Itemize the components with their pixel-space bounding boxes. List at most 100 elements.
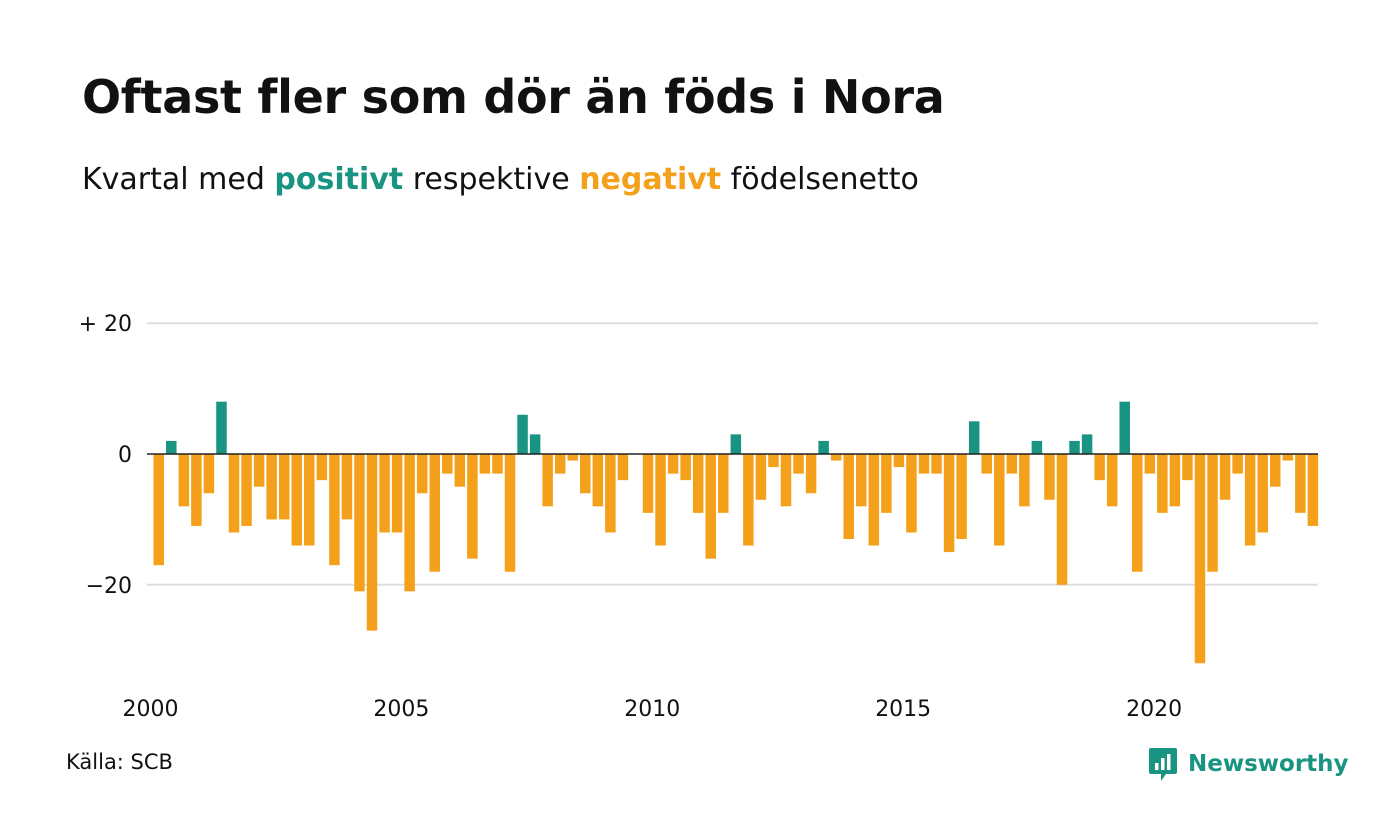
bar-2007-q3	[529, 434, 541, 454]
gridlines	[147, 322, 1318, 586]
x-tick-label: 2010	[624, 697, 680, 722]
chart-subtitle: Kvartal med positivt respektive negativt…	[82, 162, 919, 197]
bar-2006-q4	[492, 454, 503, 474]
bar-2011-q3	[730, 434, 742, 454]
bar-2015-q4	[943, 454, 955, 553]
bar-2016-q1	[956, 454, 967, 540]
y-tick-label: −20	[86, 574, 132, 599]
bar-2017-q1	[1006, 454, 1018, 474]
bar-2008-q4	[592, 454, 604, 507]
bar-2013-q2	[818, 440, 829, 454]
bar-2012-q3	[780, 454, 792, 507]
subtitle-negative: negativt	[579, 162, 722, 197]
y-tick-label: 0	[118, 443, 132, 468]
bar-2002-q2	[266, 454, 277, 520]
bar-2017-q4	[1044, 454, 1055, 500]
chart-title: Oftast fler som dör än föds i Nora	[82, 70, 945, 124]
bar-2021-q3	[1232, 454, 1243, 474]
bar-2012-q4	[793, 454, 804, 474]
bar-2010-q2	[667, 454, 679, 474]
bar-2008-q1	[554, 454, 566, 474]
bar-2016-q3	[981, 454, 992, 474]
bar-2011-q2	[718, 454, 729, 513]
bar-2005-q4	[442, 454, 453, 474]
bar-2000-q1	[153, 454, 164, 566]
bar-2022-q3	[1282, 454, 1294, 461]
bar-2003-q3	[329, 454, 340, 566]
bar-2001-q4	[241, 454, 252, 526]
bar-2014-q1	[856, 454, 867, 507]
bar-2004-q2	[366, 454, 378, 631]
bar-2007-q2	[517, 414, 528, 454]
bar-2008-q2	[567, 454, 578, 461]
bar-2009-q1	[605, 454, 616, 533]
bar-2018-q1	[1056, 454, 1068, 585]
logo-text: Newsworthy	[1188, 751, 1349, 777]
bar-2014-q4	[893, 454, 905, 468]
bar-2021-q1	[1207, 454, 1218, 572]
bar-2015-q3	[931, 454, 942, 474]
newsworthy-logo-icon	[1149, 748, 1177, 781]
bar-2006-q3	[479, 454, 491, 474]
bar-2004-q3	[379, 454, 390, 533]
bar-2022-q1	[1257, 454, 1268, 533]
bar-2014-q2	[868, 454, 880, 546]
bar-2016-q4	[994, 454, 1005, 546]
bar-2010-q1	[655, 454, 666, 546]
bar-2013-q4	[843, 454, 854, 540]
bar-2012-q2	[768, 454, 779, 468]
bar-2002-q3	[278, 454, 290, 520]
bar-2020-q1	[1157, 454, 1168, 513]
x-tick-label: 2000	[123, 697, 179, 722]
subtitle-suffix: födelsenetto	[721, 162, 919, 197]
bar-2013-q3	[830, 454, 842, 461]
bar-2008-q3	[580, 454, 591, 494]
bar-2003-q4	[341, 454, 353, 520]
bar-2012-q1	[755, 454, 767, 500]
bar-2011-q4	[743, 454, 754, 546]
bar-2014-q3	[881, 454, 892, 513]
source-note: Källa: SCB	[66, 750, 173, 774]
bar-2001-q2	[216, 401, 227, 454]
subtitle-middle: respektive	[403, 162, 580, 197]
bar-2022-q4	[1295, 454, 1306, 513]
bar-2005-q1	[404, 454, 415, 592]
bar-2000-q2	[166, 440, 177, 454]
x-tick-label: 2005	[373, 697, 429, 722]
bar-2010-q3	[680, 454, 691, 481]
bar-2017-q3	[1031, 440, 1043, 454]
bars	[153, 401, 1319, 664]
bar-2016-q2	[968, 421, 980, 454]
bar-2019-q2	[1119, 401, 1130, 454]
bar-2019-q1	[1106, 454, 1118, 507]
bar-chart: + 20 0 −20 2000 2005 2010 2015 2020	[79, 312, 1319, 722]
bar-2021-q2	[1219, 454, 1231, 500]
bar-2022-q2	[1270, 454, 1281, 487]
bar-2015-q1	[906, 454, 917, 533]
bar-2006-q1	[454, 454, 466, 487]
bar-2015-q2	[918, 454, 930, 474]
bar-2000-q3	[178, 454, 190, 507]
bar-2019-q3	[1132, 454, 1143, 572]
subtitle-positive: positivt	[274, 162, 404, 197]
x-tick-label: 2015	[875, 697, 931, 722]
bar-2007-q1	[504, 454, 516, 572]
bar-2009-q2	[617, 454, 629, 481]
bar-2011-q1	[705, 454, 716, 559]
bar-2005-q2	[416, 454, 428, 494]
bar-2006-q2	[467, 454, 478, 559]
x-tick-label: 2020	[1126, 697, 1182, 722]
bar-2023-q1	[1307, 454, 1319, 526]
bar-2010-q4	[692, 454, 704, 513]
bar-2018-q3	[1081, 434, 1093, 454]
newsworthy-logo: Newsworthy	[1148, 744, 1349, 784]
bar-2013-q1	[805, 454, 817, 494]
bar-2018-q4	[1094, 454, 1105, 481]
bar-2017-q2	[1019, 454, 1030, 507]
bar-2004-q1	[354, 454, 365, 592]
bar-2007-q4	[542, 454, 553, 507]
bar-2009-q4	[642, 454, 654, 513]
bar-2005-q3	[429, 454, 440, 572]
bar-2001-q1	[203, 454, 215, 494]
bar-2003-q2	[316, 454, 328, 481]
